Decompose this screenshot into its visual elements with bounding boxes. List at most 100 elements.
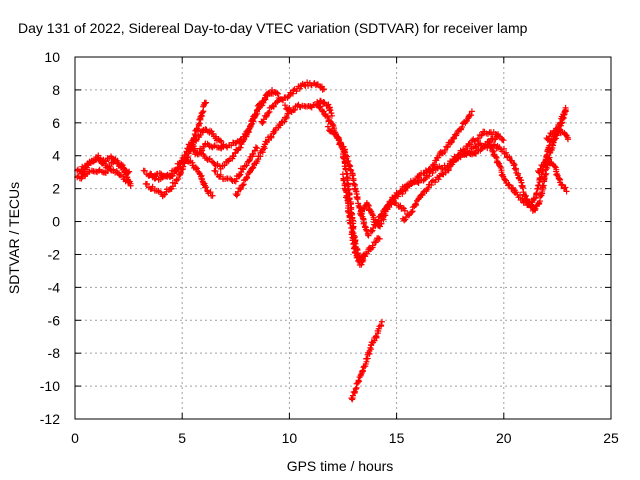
- data-point: [250, 150, 257, 157]
- data-point: [319, 86, 326, 93]
- data-point: [562, 108, 569, 115]
- y-tick-label: -10: [40, 378, 60, 394]
- data-point: [506, 154, 513, 161]
- x-axis-title: GPS time / hours: [287, 458, 394, 474]
- data-point: [468, 108, 475, 115]
- data-point: [397, 188, 404, 195]
- data-point: [361, 219, 368, 226]
- data-point: [390, 196, 397, 203]
- data-point: [355, 377, 362, 384]
- data-point: [186, 141, 193, 148]
- data-point: [342, 166, 349, 173]
- y-tick-label: -6: [48, 312, 61, 328]
- y-tick-label: -4: [48, 279, 61, 295]
- data-point: [385, 202, 392, 209]
- data-point: [492, 153, 499, 160]
- data-point: [243, 162, 250, 169]
- data-point: [448, 159, 455, 166]
- data-point: [352, 385, 359, 392]
- data-point: [274, 89, 281, 96]
- data-point: [259, 120, 266, 127]
- x-tick-label: 10: [282, 430, 298, 446]
- data-point: [546, 142, 553, 149]
- x-tick-label: 5: [178, 430, 186, 446]
- data-point: [217, 144, 224, 151]
- y-tick-label: 0: [52, 214, 60, 230]
- y-tick-label: 2: [52, 181, 60, 197]
- data-point: [283, 114, 290, 121]
- data-point: [485, 138, 492, 145]
- grid-layer: [75, 57, 611, 419]
- data-point: [378, 210, 385, 217]
- data-point: [453, 130, 460, 137]
- data-point: [564, 136, 571, 143]
- data-point: [327, 107, 334, 114]
- series-arc-11: [258, 79, 328, 127]
- data-point: [360, 257, 367, 264]
- data-point: [340, 176, 347, 183]
- series-arc-3: [78, 152, 134, 189]
- data-point: [230, 153, 237, 160]
- data-point: [487, 144, 494, 151]
- y-tick-label: -12: [40, 411, 60, 427]
- data-point: [95, 167, 102, 174]
- data-point: [304, 79, 311, 86]
- data-point: [335, 135, 342, 142]
- data-point: [494, 159, 501, 166]
- data-point: [237, 144, 244, 151]
- data-point: [210, 130, 217, 137]
- data-point: [329, 127, 336, 134]
- data-point: [321, 86, 328, 93]
- data-point: [153, 173, 160, 180]
- data-point: [451, 135, 458, 142]
- data-point: [217, 137, 224, 144]
- data-point: [193, 165, 200, 172]
- data-point: [548, 131, 555, 138]
- data-point: [544, 136, 551, 143]
- data-point: [445, 166, 452, 173]
- y-tick-label: 10: [44, 49, 60, 65]
- data-point: [223, 143, 230, 150]
- data-point: [106, 163, 113, 170]
- series-arc-6: [147, 156, 216, 199]
- data-point: [148, 170, 155, 177]
- data-point: [203, 184, 210, 191]
- data-point: [561, 185, 568, 192]
- data-point: [475, 135, 482, 142]
- data-point: [500, 173, 507, 180]
- data-point: [365, 232, 372, 239]
- data-point: [228, 176, 235, 183]
- data-point: [441, 147, 448, 154]
- data-point: [535, 182, 542, 189]
- data-point: [378, 318, 385, 325]
- plot-frame: [74, 56, 612, 420]
- data-point: [172, 180, 179, 187]
- data-point: [250, 164, 257, 171]
- data-point: [118, 163, 125, 170]
- data-point: [448, 138, 455, 145]
- data-point: [144, 180, 151, 187]
- data-point: [98, 168, 105, 175]
- data-point: [221, 162, 228, 169]
- data-point: [350, 241, 357, 248]
- data-point: [419, 192, 426, 199]
- data-point: [236, 172, 243, 179]
- data-point: [347, 220, 354, 227]
- data-point: [502, 176, 509, 183]
- x-tick-label: 25: [603, 430, 619, 446]
- data-point: [177, 161, 184, 168]
- data-point: [203, 99, 210, 106]
- data-point: [265, 109, 272, 116]
- data-point: [468, 112, 475, 119]
- y-tick-label: -8: [48, 345, 61, 361]
- data-point: [373, 333, 380, 340]
- data-point: [254, 145, 261, 152]
- data-point: [282, 102, 289, 109]
- data-layer: [74, 79, 571, 403]
- data-point: [374, 218, 381, 225]
- data-point: [240, 166, 247, 173]
- series-arc-22: [485, 108, 569, 209]
- data-point: [207, 189, 214, 196]
